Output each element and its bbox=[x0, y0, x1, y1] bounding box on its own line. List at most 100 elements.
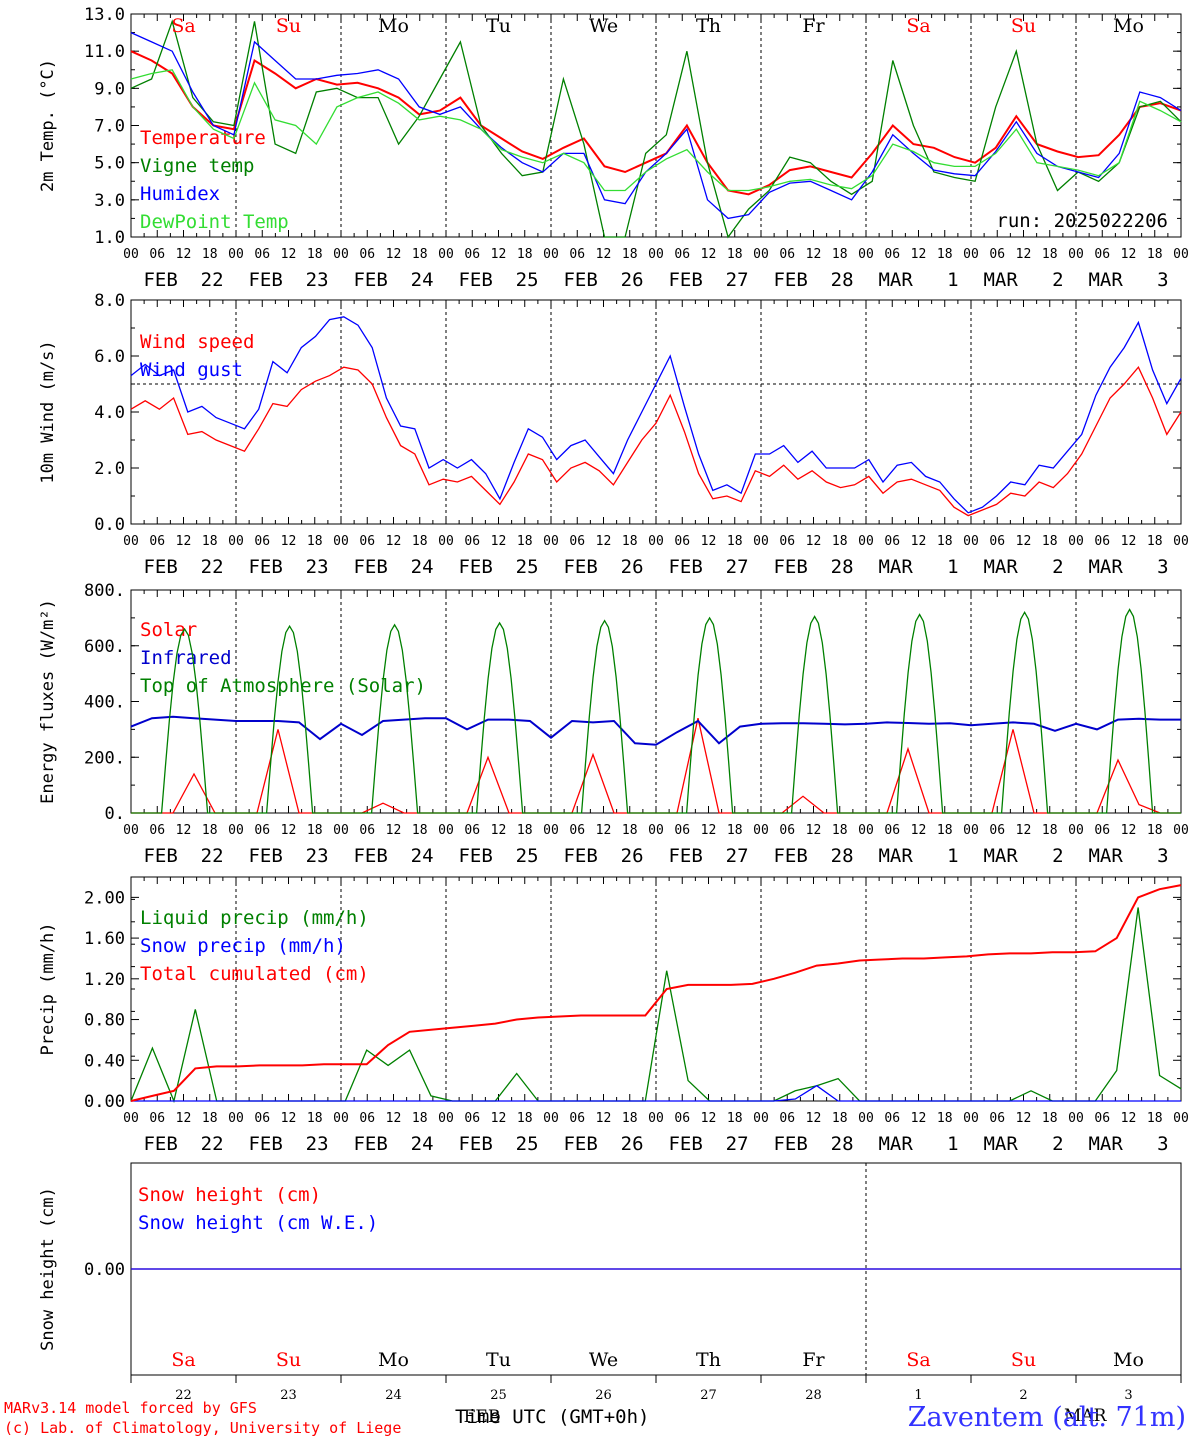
date-label: FEB 23 bbox=[248, 845, 328, 867]
hour-label: 06 bbox=[359, 1111, 375, 1126]
hour-label: 12 bbox=[1121, 247, 1137, 262]
hour-label: 06 bbox=[779, 247, 795, 262]
hour-label: 12 bbox=[1121, 534, 1137, 549]
hour-label: 06 bbox=[884, 1111, 900, 1126]
hour-label: 18 bbox=[1042, 247, 1058, 262]
hour-label: 00 bbox=[858, 247, 874, 262]
y-tick-label: 0.40 bbox=[84, 1051, 125, 1071]
date-label: MAR 1 bbox=[878, 269, 958, 291]
hour-label: 00 bbox=[648, 823, 664, 838]
hour-label: 12 bbox=[701, 823, 717, 838]
hour-label: 12 bbox=[281, 534, 297, 549]
hour-label: 12 bbox=[701, 247, 717, 262]
hour-label: 12 bbox=[176, 823, 192, 838]
bottom-weekday-label: Su bbox=[1011, 1349, 1036, 1371]
hour-label: 00 bbox=[123, 247, 139, 262]
legend-entry: Wind speed bbox=[140, 331, 254, 353]
y-tick-label: 0.0 bbox=[94, 515, 125, 535]
hour-label: 00 bbox=[1173, 1111, 1189, 1126]
date-label: FEB 25 bbox=[458, 556, 538, 578]
series-line bbox=[131, 608, 1181, 814]
weekday-label: Sa bbox=[171, 15, 195, 37]
hour-label: 00 bbox=[753, 823, 769, 838]
y-tick-label: 9.0 bbox=[94, 79, 125, 99]
weekday-label: Mo bbox=[378, 15, 409, 37]
hour-label: 00 bbox=[1173, 823, 1189, 838]
hour-label: 12 bbox=[491, 1111, 507, 1126]
hour-label: 12 bbox=[596, 534, 612, 549]
date-label: FEB 25 bbox=[458, 269, 538, 291]
hour-label: 18 bbox=[517, 534, 533, 549]
hour-label: 06 bbox=[1094, 534, 1110, 549]
station-name: Zaventem (alt. 71m) bbox=[907, 1402, 1186, 1433]
hour-label: 00 bbox=[753, 247, 769, 262]
hour-label: 00 bbox=[333, 247, 349, 262]
hour-label: 00 bbox=[333, 1111, 349, 1126]
bottom-weekday-label: Tu bbox=[486, 1349, 511, 1371]
hour-label: 00 bbox=[963, 534, 979, 549]
bottom-day-number: 1 bbox=[914, 1388, 922, 1403]
hour-label: 06 bbox=[989, 247, 1005, 262]
date-label: MAR 2 bbox=[983, 269, 1063, 291]
hour-label: 06 bbox=[464, 1111, 480, 1126]
date-label: MAR 3 bbox=[1088, 556, 1168, 578]
weekday-label: Su bbox=[1011, 15, 1036, 37]
hour-label: 06 bbox=[674, 1111, 690, 1126]
hour-label: 00 bbox=[648, 247, 664, 262]
hour-label: 00 bbox=[1068, 1111, 1084, 1126]
hour-label: 06 bbox=[674, 247, 690, 262]
hour-label: 00 bbox=[753, 1111, 769, 1126]
hour-label: 18 bbox=[622, 534, 638, 549]
hour-label: 00 bbox=[543, 534, 559, 549]
hour-label: 18 bbox=[937, 823, 953, 838]
hour-label: 00 bbox=[963, 247, 979, 262]
hour-label: 12 bbox=[281, 823, 297, 838]
hour-label: 12 bbox=[806, 534, 822, 549]
hour-label: 00 bbox=[543, 247, 559, 262]
y-tick-label: 200. bbox=[84, 748, 125, 768]
hour-label: 18 bbox=[412, 534, 428, 549]
hour-label: 18 bbox=[937, 534, 953, 549]
hour-label: 18 bbox=[727, 1111, 743, 1126]
hour-label: 18 bbox=[1042, 823, 1058, 838]
hour-label: 00 bbox=[333, 823, 349, 838]
hour-label: 12 bbox=[1016, 823, 1032, 838]
date-label: MAR 2 bbox=[983, 845, 1063, 867]
hour-label: 06 bbox=[149, 823, 165, 838]
hour-label: 12 bbox=[596, 1111, 612, 1126]
date-label: FEB 27 bbox=[668, 845, 748, 867]
legend-entry: Solar bbox=[140, 619, 197, 641]
hour-label: 12 bbox=[1016, 247, 1032, 262]
hour-label: 18 bbox=[832, 823, 848, 838]
legend-entry: DewPoint Temp bbox=[140, 211, 289, 233]
hour-label: 12 bbox=[281, 247, 297, 262]
panel-frame bbox=[130, 299, 1182, 525]
hour-label: 06 bbox=[254, 247, 270, 262]
hour-label: 18 bbox=[937, 1111, 953, 1126]
hour-label: 18 bbox=[727, 534, 743, 549]
panel-frame bbox=[130, 589, 1182, 814]
hour-label: 18 bbox=[832, 247, 848, 262]
hour-label: 00 bbox=[123, 1111, 139, 1126]
hour-label: 18 bbox=[832, 534, 848, 549]
hour-label: 06 bbox=[1094, 823, 1110, 838]
hour-label: 06 bbox=[359, 247, 375, 262]
y-tick-label: 11.0 bbox=[84, 42, 125, 62]
lab-credit: (c) Lab. of Climatology, University of L… bbox=[4, 1419, 402, 1437]
y-axis-label: Energy fluxes (W/m²) bbox=[38, 599, 58, 804]
date-label: FEB 24 bbox=[353, 1133, 433, 1155]
hour-label: 00 bbox=[858, 823, 874, 838]
hour-label: 18 bbox=[1042, 534, 1058, 549]
hour-label: 00 bbox=[123, 823, 139, 838]
date-label: FEB 23 bbox=[248, 269, 328, 291]
date-label: MAR 1 bbox=[878, 845, 958, 867]
y-tick-label: 0.00 bbox=[84, 1092, 125, 1112]
weekday-label: We bbox=[589, 15, 618, 37]
hour-label: 06 bbox=[254, 534, 270, 549]
series-line bbox=[130, 50, 1182, 196]
hour-label: 00 bbox=[438, 247, 454, 262]
date-label: MAR 2 bbox=[983, 556, 1063, 578]
hour-label: 06 bbox=[359, 534, 375, 549]
hour-label: 18 bbox=[412, 823, 428, 838]
y-tick-label: 2.00 bbox=[84, 888, 125, 908]
